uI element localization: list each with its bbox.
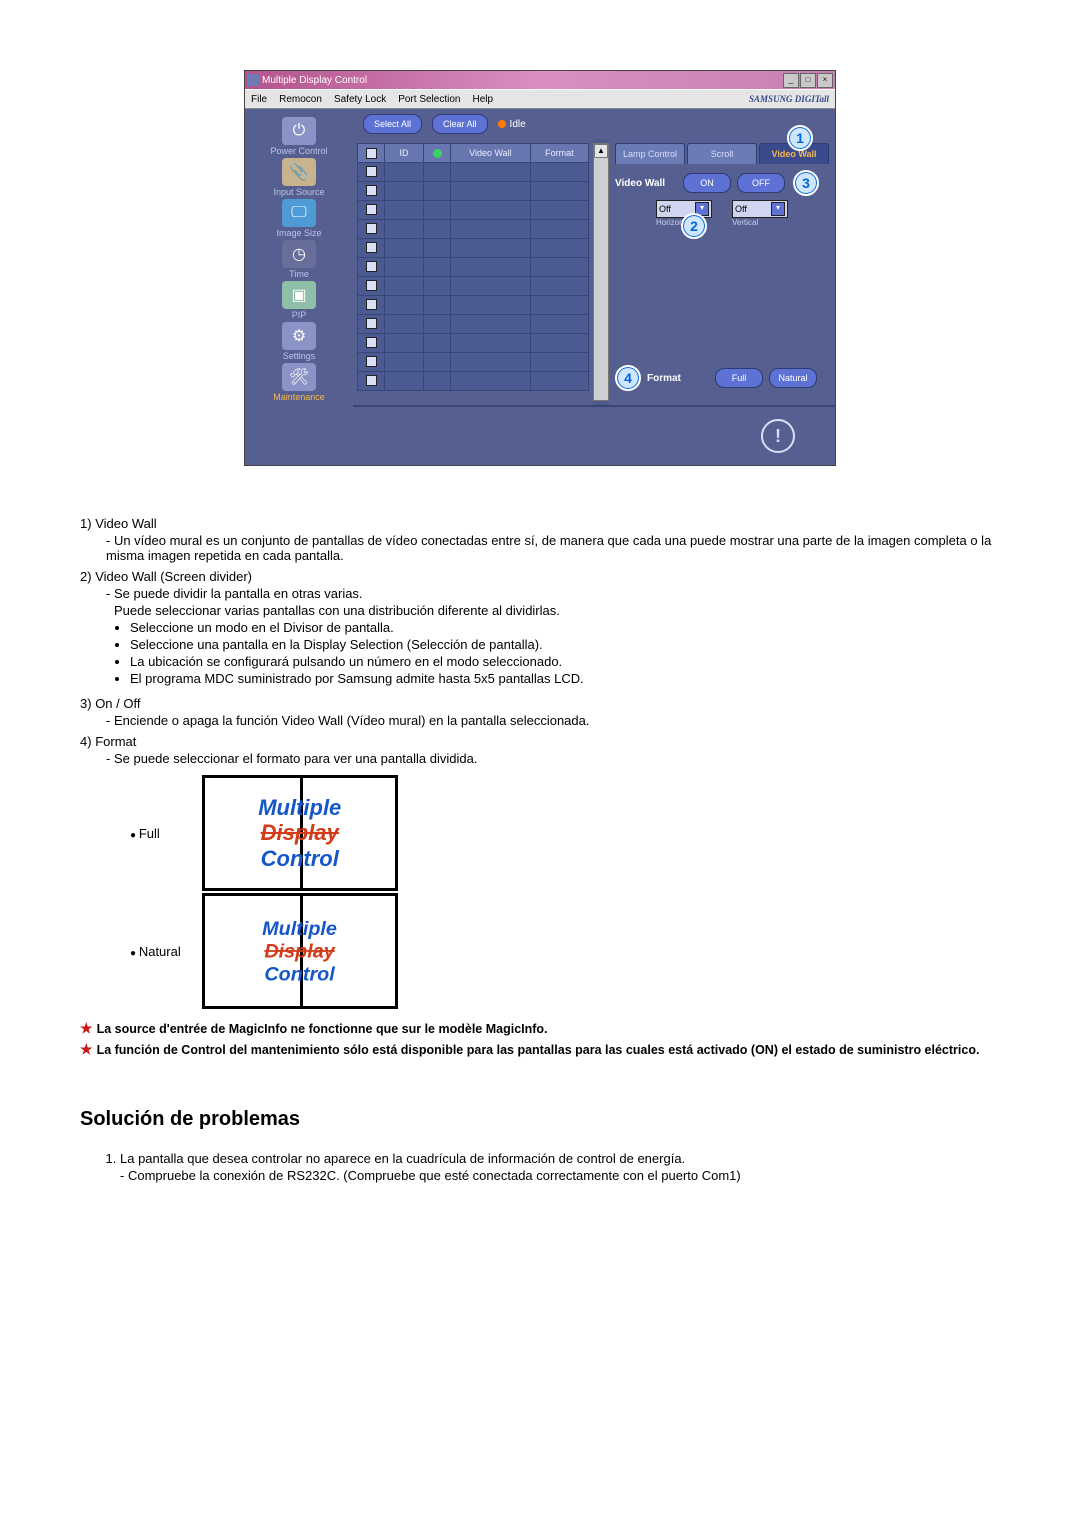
sidebar-item-input[interactable]: 📎Input Source [249, 158, 349, 197]
trouble-list: La pantalla que desea controlar no apare… [120, 1151, 1000, 1183]
natural-button[interactable]: Natural [769, 368, 817, 388]
sidebar-item-maintenance[interactable]: 🛠Maintenance [249, 363, 349, 402]
sidebar-item-settings[interactable]: ⚙Settings [249, 322, 349, 361]
table-row[interactable] [358, 220, 589, 239]
table-row[interactable] [358, 334, 589, 353]
select-all-button[interactable]: Select All [363, 114, 422, 134]
video-wall-label: Video Wall [615, 178, 677, 189]
callout-4: 4 [615, 365, 641, 391]
titlebar: Multiple Display Control _ □ × [245, 71, 835, 89]
table-row[interactable] [358, 277, 589, 296]
format-natural-label: Natural [110, 892, 201, 1010]
format-natural-diagram: MultipleDisplayControl [202, 893, 398, 1009]
minimize-icon[interactable]: _ [783, 73, 799, 88]
item-4: 4) Format Se puede seleccionar el format… [80, 734, 1000, 766]
callout-2: 2 [681, 213, 707, 239]
table-row[interactable] [358, 258, 589, 277]
app-icon [247, 74, 259, 86]
menu-port-selection[interactable]: Port Selection [392, 94, 466, 105]
warning-icon: ! [761, 419, 795, 453]
table-header: ID Video Wall Format [358, 144, 589, 163]
brand-label: SAMSUNG DIGITall [749, 94, 835, 104]
table-row[interactable] [358, 372, 589, 391]
clear-all-button[interactable]: Clear All [432, 114, 488, 134]
item-3: 3) On / Off Enciende o apaga la función … [80, 696, 1000, 728]
callout-3: 3 [793, 170, 819, 196]
vertical-label: Vertical [732, 218, 788, 227]
star-note-1: ★La source d'entrée de MagicInfo ne fonc… [80, 1020, 1000, 1037]
item-1: 1) Video Wall Un vídeo mural es un conju… [80, 516, 1000, 563]
sidebar-item-image-size[interactable]: 🖵Image Size [249, 199, 349, 238]
horizontal-select[interactable]: Off▾ [656, 200, 712, 218]
sidebar: ⏻Power Control 📎Input Source 🖵Image Size… [245, 109, 353, 465]
vertical-select[interactable]: Off▾ [732, 200, 788, 218]
menu-help[interactable]: Help [466, 94, 499, 105]
on-button[interactable]: ON [683, 173, 731, 193]
table-row[interactable] [358, 296, 589, 315]
sidebar-item-time[interactable]: ◷Time [249, 240, 349, 279]
scrollbar[interactable]: ▲ [593, 143, 609, 401]
idle-icon [498, 120, 506, 128]
formats-table: Full MultipleDisplayControl Natural Mult… [110, 774, 399, 1010]
item-2: 2) Video Wall (Screen divider) Se puede … [80, 569, 1000, 686]
callout-1: 1 [787, 125, 813, 151]
table-row[interactable] [358, 201, 589, 220]
window-title: Multiple Display Control [262, 75, 367, 86]
document-body: 1) Video Wall Un vídeo mural es un conju… [80, 516, 1000, 1183]
menu-remocon[interactable]: Remocon [273, 94, 328, 105]
close-icon[interactable]: × [817, 73, 833, 88]
actionbar: Select All Clear All Idle [353, 109, 835, 139]
display-table: ID Video Wall Format [357, 143, 589, 391]
table-row[interactable] [358, 182, 589, 201]
format-full-label: Full [110, 774, 201, 892]
format-label: Format [647, 373, 709, 384]
tab-scroll[interactable]: Scroll [687, 143, 757, 164]
item-2-bullets: Seleccione un modo en el Divisor de pant… [130, 620, 1000, 686]
menu-file[interactable]: File [245, 94, 273, 105]
table-row[interactable] [358, 353, 589, 372]
table-row[interactable] [358, 315, 589, 334]
tab-lamp-control[interactable]: Lamp Control [615, 143, 685, 164]
menubar: File Remocon Safety Lock Port Selection … [245, 89, 835, 109]
chevron-down-icon: ▾ [771, 202, 785, 216]
sidebar-item-power[interactable]: ⏻Power Control [249, 117, 349, 156]
star-note-2: ★La función de Control del mantenimiento… [80, 1041, 1000, 1058]
maximize-icon[interactable]: □ [800, 73, 816, 88]
off-button[interactable]: OFF [737, 173, 785, 193]
troubleshooting-heading: Solución de problemas [80, 1108, 1000, 1131]
table-row[interactable] [358, 239, 589, 258]
app-screenshot: Multiple Display Control _ □ × File Remo… [244, 70, 836, 466]
sidebar-item-pip[interactable]: ▣PIP [249, 281, 349, 320]
full-button[interactable]: Full [715, 368, 763, 388]
footer: ! [353, 405, 835, 465]
trouble-item: La pantalla que desea controlar no apare… [120, 1151, 1000, 1183]
table-row[interactable] [358, 163, 589, 182]
format-full-diagram: MultipleDisplayControl [202, 775, 398, 891]
idle-status: Idle [498, 119, 526, 130]
menu-safety-lock[interactable]: Safety Lock [328, 94, 392, 105]
right-panel: Lamp Control Scroll Video Wall 1 Video W… [609, 139, 835, 405]
